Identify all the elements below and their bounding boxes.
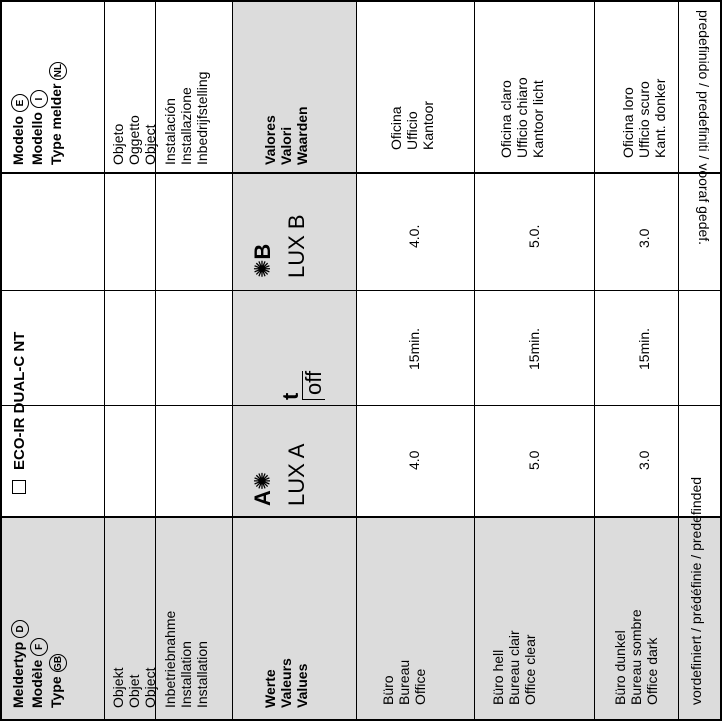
- row-1-lux-b: 4.0.: [406, 224, 422, 248]
- row-1-toff: 15min.: [406, 327, 422, 370]
- lang-d-icon: D: [11, 619, 29, 638]
- model-type-label-right: ModeloE ModelloI Type melderNL: [10, 61, 67, 165]
- product-checkbox[interactable]: [12, 480, 26, 494]
- footer-predefined-left: vordefiniert / prédéfinie / predefinded: [688, 476, 704, 705]
- values-label-right: Valores Valori Waarden: [262, 106, 310, 165]
- row-2-left: Büro hell Bureau clair Office clear: [490, 630, 538, 705]
- bulb-a-icon: ✺: [250, 471, 275, 491]
- object-label-right: Objeto Oggetto Object: [110, 115, 158, 165]
- lux-b-letter: B: [250, 243, 275, 260]
- lang-e-icon: E: [11, 94, 29, 112]
- bulb-b-icon: ✺: [250, 259, 275, 278]
- values-label-left: Werte Valeurs Values: [262, 658, 310, 708]
- row-3-lux-b: 3.0: [636, 228, 652, 248]
- lux-b-header: ✺B LUX B: [250, 214, 309, 278]
- footer-predefined-right: predefinido / predefiniti / vooraf gedef…: [696, 10, 712, 246]
- model-type-label-left: MeldertypD ModèleF TypeGB: [10, 619, 67, 708]
- install-label-right: Instalación Installazione Inbedrijfstellin…: [162, 71, 210, 165]
- lang-nl-icon: NL: [49, 61, 67, 80]
- row-2-right: Oficina claro Ufficio chiaro Kantoor licht: [498, 77, 546, 158]
- lang-f-icon: F: [30, 637, 48, 656]
- row-2-toff: 15min.: [526, 327, 542, 370]
- row-1-lux-a: 4.0: [406, 450, 422, 470]
- row-2-lux-a: 5.0: [526, 450, 542, 470]
- install-label-left: Inbetriebnahme Installation Installation: [162, 610, 210, 708]
- row-1-right: Oficina Ufficio Kantoor: [388, 100, 436, 150]
- object-label-left: Objekt Objet Object: [110, 667, 158, 708]
- row-1-left: Büro Bureau Office: [380, 659, 428, 705]
- grey-header-bottom: [0, 516, 722, 721]
- row-3-right: Oficina loro Ufficio scuro Kant. donker: [620, 78, 668, 158]
- product-name: ECO-IR DUAL-C NT: [11, 331, 28, 470]
- row-3-left: Büro dunkel Bureau sombre Office dark: [612, 609, 660, 705]
- lang-i-icon: I: [30, 90, 48, 109]
- toff-header: t off: [278, 370, 326, 400]
- grey-values-left: [232, 172, 356, 516]
- row-3-lux-a: 3.0: [636, 450, 652, 470]
- lux-a-header: A✺ LUX A: [250, 443, 309, 506]
- row-2-lux-b: 5.0.: [526, 224, 542, 248]
- white-upper-body: [0, 172, 232, 516]
- row-3-toff: 15min.: [636, 327, 652, 370]
- lang-gb-icon: GB: [49, 654, 67, 673]
- lux-a-letter: A: [250, 490, 275, 506]
